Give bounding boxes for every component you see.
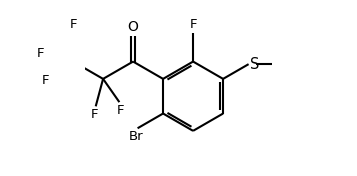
Text: F: F [91, 108, 99, 121]
Text: F: F [189, 18, 197, 31]
Text: F: F [36, 47, 44, 60]
Text: F: F [116, 104, 124, 117]
Text: O: O [128, 20, 139, 34]
Text: F: F [42, 74, 50, 87]
Text: S: S [250, 57, 259, 72]
Text: Br: Br [129, 130, 143, 143]
Text: F: F [69, 18, 77, 31]
